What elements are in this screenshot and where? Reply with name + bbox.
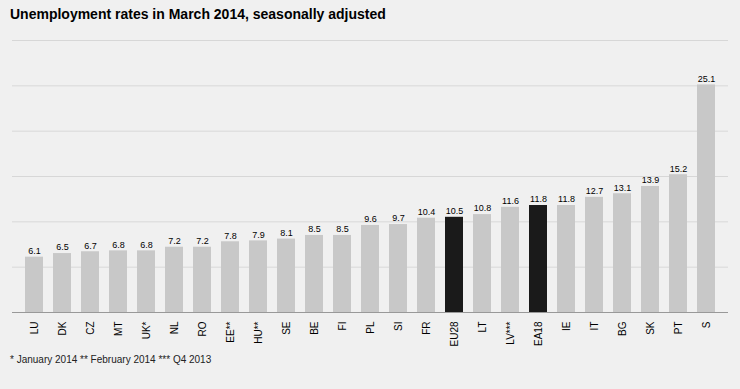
svg-text:CZ: CZ <box>85 322 96 335</box>
svg-text:IE: IE <box>561 321 572 331</box>
svg-text:8.1: 8.1 <box>280 228 293 238</box>
svg-text:SE: SE <box>281 321 292 335</box>
svg-text:PL: PL <box>365 321 376 334</box>
svg-text:EA18: EA18 <box>533 321 544 346</box>
svg-text:BG: BG <box>617 321 628 336</box>
svg-text:MT: MT <box>113 322 124 336</box>
svg-text:6.8: 6.8 <box>112 240 125 250</box>
svg-text:7.2: 7.2 <box>196 236 209 246</box>
svg-text:LT: LT <box>477 322 488 333</box>
svg-text:25.1: 25.1 <box>698 74 716 84</box>
svg-text:10.5: 10.5 <box>446 206 464 216</box>
svg-text:EE**: EE** <box>225 321 236 342</box>
svg-text:S: S <box>701 321 712 328</box>
svg-text:13.1: 13.1 <box>614 183 632 193</box>
svg-text:SK: SK <box>645 321 656 335</box>
svg-text:6.7: 6.7 <box>84 241 97 251</box>
svg-text:8.5: 8.5 <box>336 224 349 234</box>
svg-text:6.1: 6.1 <box>28 246 41 256</box>
svg-text:PT: PT <box>673 322 684 335</box>
svg-text:7.9: 7.9 <box>252 230 265 240</box>
svg-text:IT: IT <box>589 322 600 331</box>
svg-text:RO: RO <box>197 321 208 336</box>
svg-text:9.7: 9.7 <box>392 213 405 223</box>
svg-text:HU**: HU** <box>253 321 264 343</box>
svg-text:10.8: 10.8 <box>474 203 492 213</box>
svg-text:11.6: 11.6 <box>502 196 519 206</box>
svg-text:12.7: 12.7 <box>586 186 604 196</box>
svg-text:FI: FI <box>337 322 348 331</box>
svg-text:8.5: 8.5 <box>308 224 321 234</box>
svg-text:DK: DK <box>57 321 68 335</box>
svg-text:7.8: 7.8 <box>224 231 237 241</box>
svg-text:FR: FR <box>421 322 432 335</box>
svg-text:SI: SI <box>393 322 404 331</box>
svg-text:13.9: 13.9 <box>642 175 660 185</box>
svg-text:10.4: 10.4 <box>418 207 436 217</box>
svg-text:6.5: 6.5 <box>56 242 69 252</box>
svg-text:11.8: 11.8 <box>530 194 547 204</box>
html-text:Unemployment rates in March 20: Unemployment rates in March 2014, season… <box>10 6 386 22</box>
svg-text:UK*: UK* <box>141 321 152 339</box>
svg-text:NL: NL <box>169 321 180 334</box>
svg-text:15.2: 15.2 <box>670 164 688 174</box>
svg-text:11.8: 11.8 <box>558 194 575 204</box>
svg-text:LU: LU <box>29 322 40 335</box>
svg-text:9.6: 9.6 <box>364 214 377 224</box>
svg-text:6.8: 6.8 <box>140 240 153 250</box>
svg-text:EU28: EU28 <box>449 321 460 346</box>
svg-text:7.2: 7.2 <box>168 236 181 246</box>
svg-text:LV***: LV*** <box>505 321 516 344</box>
svg-text:BE: BE <box>309 321 320 335</box>
html-text:* January 2014 ** February 201: * January 2014 ** February 2014 *** Q4 2… <box>10 354 212 365</box>
